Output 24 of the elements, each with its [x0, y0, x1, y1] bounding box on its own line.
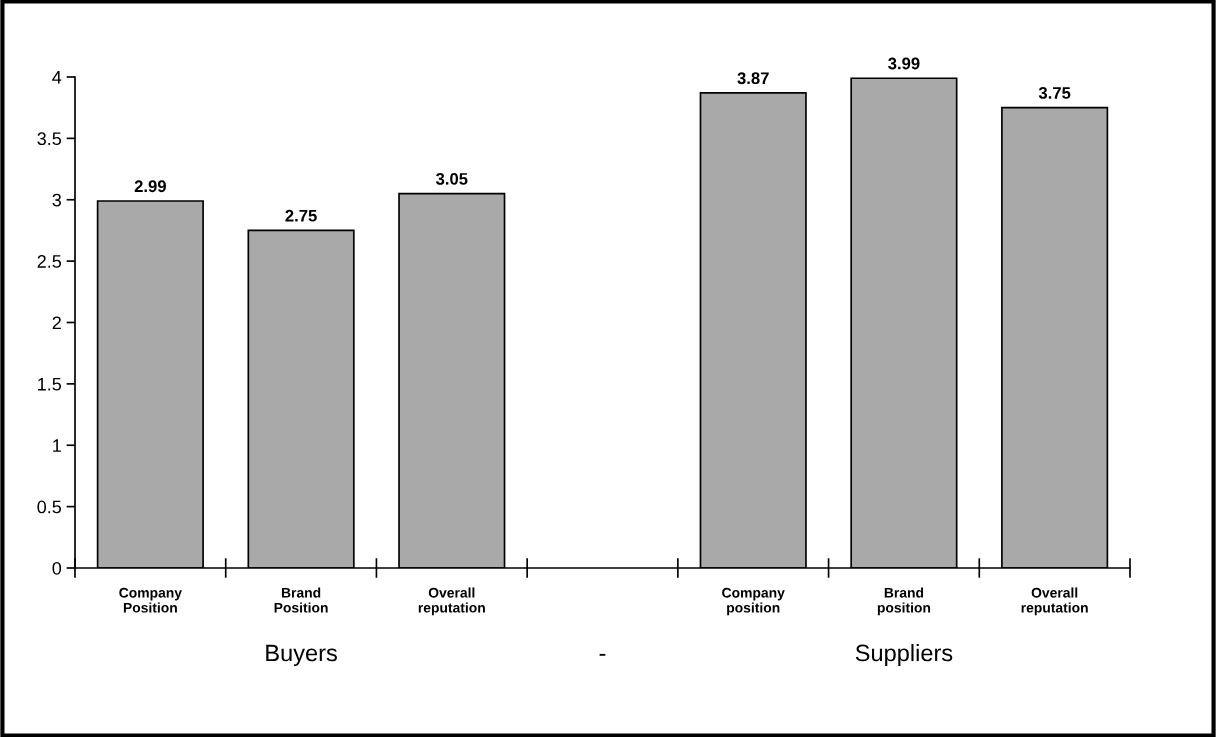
text: - [599, 653, 606, 656]
y-tick-label: 1.5 [38, 378, 62, 391]
data-label: 2.99 [134, 180, 166, 193]
data-label: 3.75 [1038, 87, 1071, 99]
data-label: 3.05 [435, 172, 468, 185]
x-tick-label: Company Position [119, 587, 182, 613]
y-tick-label: 1 [53, 439, 61, 452]
y-tick-label: 2 [52, 316, 61, 330]
data-label: 3.87 [737, 72, 769, 85]
y-tick-label: 2.5 [37, 255, 62, 268]
y-tick-label: 0.5 [37, 500, 62, 514]
y-tick-label: 3 [52, 193, 62, 207]
x-tick-label: Brand position [877, 587, 931, 616]
data-label: 3.99 [888, 57, 920, 70]
text: Suppliers [855, 643, 953, 666]
y-tick-label: 3.5 [37, 132, 62, 146]
x-tick-label: Brand Position [274, 587, 328, 613]
text: Buyers [266, 644, 337, 666]
y-tick-label: 4 [52, 71, 62, 84]
y-tick-label: 0 [52, 561, 62, 575]
data-label: 2.75 [285, 209, 317, 222]
x-tick-label: Overall reputation [1021, 587, 1088, 616]
x-tick-label: Company position [722, 587, 785, 616]
x-tick-label: Overall reputation [418, 587, 485, 616]
